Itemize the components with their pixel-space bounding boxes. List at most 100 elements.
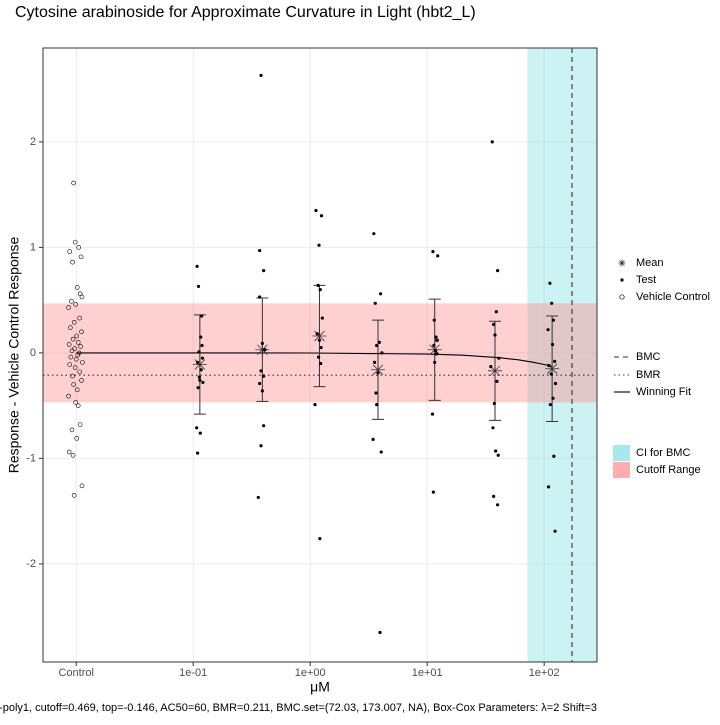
control-point: [66, 342, 72, 347]
test-point: [494, 310, 498, 314]
test-point: [263, 348, 267, 352]
test-point: [380, 351, 384, 355]
legend-label: BMC: [636, 351, 661, 363]
test-point: [492, 494, 496, 498]
control-point: [79, 483, 85, 489]
caption: -poly1, cutoff=0.469, top=-0.146, AC50=6…: [0, 702, 597, 714]
control-point: [78, 254, 84, 260]
y-tick-label: -1: [26, 452, 36, 464]
legend-key: [619, 294, 625, 300]
test-point: [548, 281, 552, 285]
test-point: [434, 352, 439, 356]
test-point: [494, 449, 498, 453]
x-tick-label: 1e+01: [412, 667, 443, 679]
test-point: [548, 402, 552, 407]
panel-border: [42, 47, 598, 663]
control-point: [75, 403, 81, 408]
x-axis-label: μM: [310, 679, 330, 695]
test-point: [200, 314, 204, 318]
ci-band: [527, 48, 597, 662]
control-point: [72, 239, 78, 245]
test-point: [195, 360, 200, 364]
test-point: [373, 301, 377, 305]
test-point: [313, 402, 317, 407]
control-point: [72, 365, 78, 370]
test-point: [258, 248, 262, 253]
control-point: [69, 427, 75, 433]
test-point: [195, 264, 199, 268]
test-point: [431, 490, 435, 494]
test-point: [317, 243, 321, 247]
x-tick-label: Control: [58, 667, 93, 679]
test-point: [435, 338, 439, 342]
control-point: [66, 449, 72, 455]
control-point: [67, 249, 73, 254]
control-point: [75, 340, 81, 345]
mean-marker: [545, 361, 560, 376]
test-point: [376, 371, 380, 375]
test-point: [374, 391, 378, 395]
control-point: [71, 180, 76, 186]
test-point: [260, 389, 264, 393]
test-point: [375, 343, 379, 348]
legend-label: CI for BMC: [636, 447, 690, 459]
test-point: [377, 340, 381, 344]
test-point: [201, 380, 205, 385]
test-point: [320, 316, 324, 320]
test-point: [430, 412, 435, 416]
legend-key: [620, 278, 624, 282]
legend-key: [613, 462, 630, 478]
test-point: [378, 630, 382, 635]
control-point: [71, 493, 77, 498]
test-point: [491, 426, 495, 430]
test-point: [490, 140, 494, 144]
control-point: [77, 315, 82, 321]
test-point: [372, 232, 376, 236]
test-point: [493, 333, 497, 337]
test-point: [256, 495, 260, 500]
control-point: [74, 436, 80, 441]
test-point: [196, 386, 200, 390]
test-point: [371, 437, 375, 441]
test-point: [199, 368, 203, 372]
test-point: [379, 450, 383, 454]
test-point: [375, 402, 379, 407]
test-point: [550, 342, 555, 347]
test-point: [197, 375, 202, 379]
test-point: [550, 301, 554, 305]
test-point: [489, 365, 493, 369]
control-point: [67, 362, 73, 367]
test-point: [497, 356, 501, 360]
y-tick-label: -2: [26, 558, 36, 570]
test-point: [195, 426, 199, 430]
control-point: [68, 354, 74, 360]
test-point: [316, 283, 320, 287]
test-point: [433, 349, 438, 353]
test-point: [551, 396, 555, 400]
control-point: [79, 329, 84, 335]
mean-marker: [312, 329, 327, 344]
test-point: [553, 359, 557, 363]
control-point: [80, 360, 85, 365]
y-tick-label: 0: [30, 347, 36, 359]
test-point: [553, 381, 558, 386]
test-point: [319, 346, 323, 350]
control-point: [74, 387, 80, 393]
control-point: [71, 319, 77, 325]
test-point: [317, 338, 322, 342]
test-point: [198, 431, 202, 435]
control-point: [75, 352, 81, 358]
control-point: [73, 356, 79, 362]
test-point: [318, 287, 322, 292]
control-point: [77, 422, 83, 427]
test-point: [195, 451, 200, 455]
test-point: [546, 485, 551, 489]
legend-label: Vehicle Control: [636, 291, 710, 303]
control-point: [69, 348, 75, 354]
control-point: [74, 285, 80, 290]
control-point: [69, 298, 74, 304]
test-point: [433, 360, 437, 364]
control-point: [79, 378, 84, 383]
control-point: [73, 302, 79, 307]
